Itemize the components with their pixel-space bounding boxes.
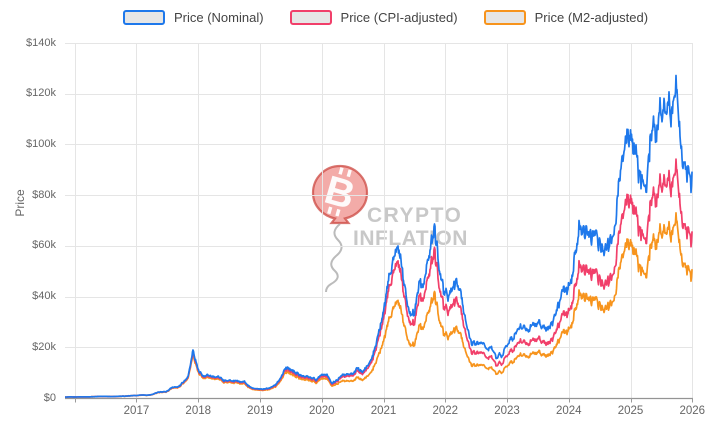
x-tick-label: 2020 [308, 405, 335, 417]
legend-swatch-nominal [122, 10, 165, 25]
legend-item-m2-adjusted[interactable]: Price (M2-adjusted) [483, 10, 649, 25]
x-tick-label: 2026 [679, 405, 706, 417]
x-tick-label: 2023 [494, 405, 520, 417]
x-tick-label: 2022 [432, 405, 459, 417]
y-tick-label: $40k [32, 290, 56, 303]
x-tick-label: 2019 [247, 405, 273, 417]
x-tick-label: 2024 [555, 405, 582, 417]
legend-label-cpi-adjusted: Price (CPI-adjusted) [340, 10, 458, 25]
y-tick-label: $120k [26, 87, 56, 100]
y-tick-label: $100k [26, 137, 56, 150]
legend-item-nominal[interactable]: Price (Nominal) [122, 10, 264, 25]
legend-swatch-m2-adjusted [483, 10, 526, 25]
legend-label-nominal: Price (Nominal) [173, 10, 264, 25]
y-tick-label: $0 [43, 391, 56, 404]
y-tick-label: $20k [32, 340, 56, 353]
chart-legend: Price (Nominal) Price (CPI-adjusted) Pri… [24, 10, 723, 25]
legend-swatch-cpi-adjusted [289, 10, 332, 25]
y-tick-label: $80k [32, 188, 56, 201]
x-tick-label: 2021 [370, 405, 397, 417]
y-tick-label: $60k [32, 239, 56, 252]
legend-item-cpi-adjusted[interactable]: Price (CPI-adjusted) [289, 10, 458, 25]
y-tick-label: $140k [26, 36, 56, 49]
x-tick-label: 2018 [185, 405, 212, 417]
legend-label-m2-adjusted: Price (M2-adjusted) [534, 10, 649, 25]
x-tick-label: 2017 [123, 405, 150, 417]
x-tick-label: 2025 [617, 405, 644, 417]
